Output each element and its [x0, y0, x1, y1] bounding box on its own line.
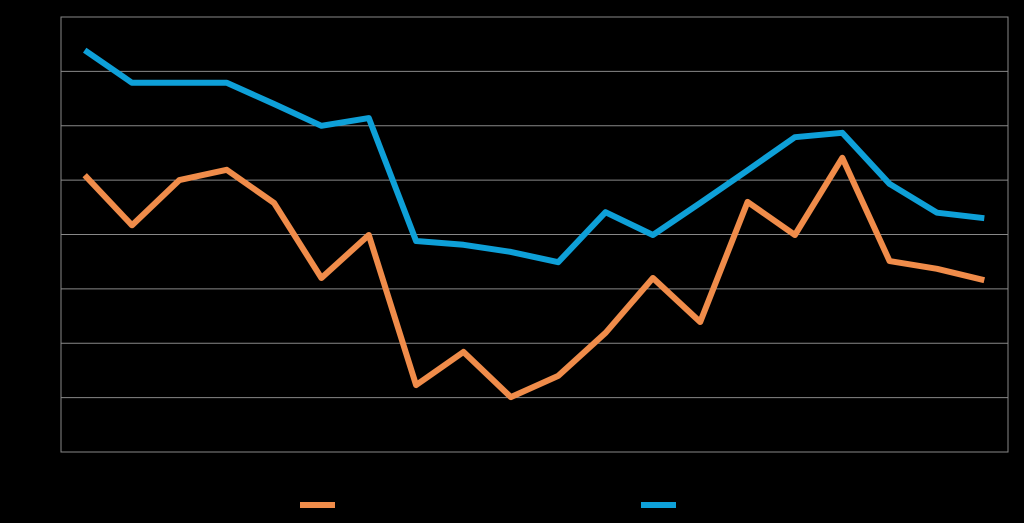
- data-line: [82, 47, 985, 266]
- data-line: [82, 154, 986, 401]
